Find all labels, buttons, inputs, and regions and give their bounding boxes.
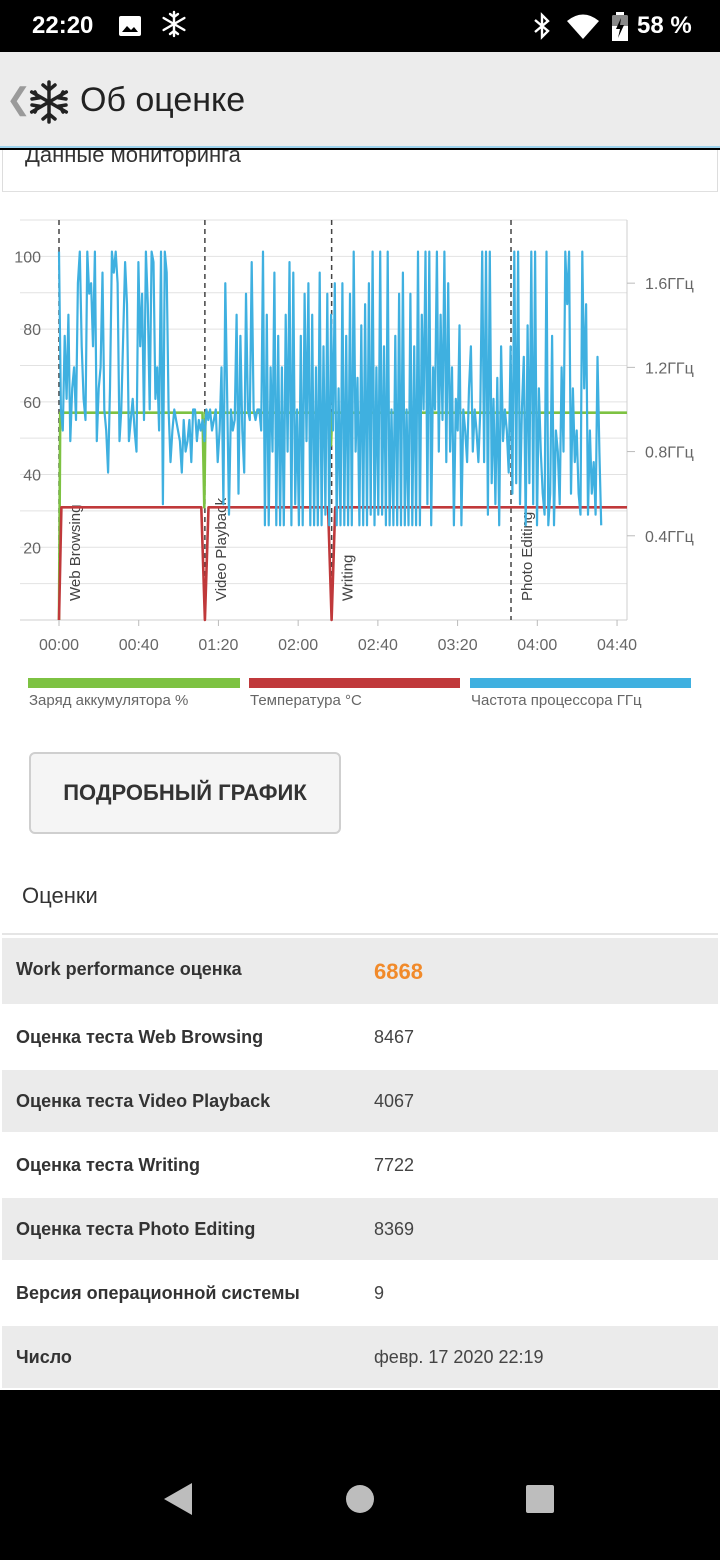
scores-table: Work performance оценка 6868 Оценка тест… bbox=[2, 938, 718, 1390]
row-value: 4067 bbox=[374, 1091, 415, 1111]
battery-percent: 58 % bbox=[637, 12, 692, 39]
x-tick-label: 01:20 bbox=[198, 637, 238, 654]
table-row: Оценка теста Web Browsing 8467 bbox=[2, 1006, 718, 1070]
row-value: 7722 bbox=[374, 1155, 415, 1175]
back-triangle-icon[interactable] bbox=[163, 1482, 193, 1521]
scores-title: Оценки bbox=[22, 883, 98, 908]
y-left-tick-label: 20 bbox=[23, 540, 41, 557]
table-row: Число февр. 17 2020 22:19 bbox=[2, 1326, 718, 1390]
table-row: Work performance оценка 6868 bbox=[2, 938, 718, 1006]
row-label: Оценка теста Writing bbox=[16, 1155, 201, 1175]
y-right-tick-label: 1.6ГГц bbox=[645, 276, 694, 293]
battery-charging-icon bbox=[611, 12, 629, 47]
phase-marker-label: Web Browsing bbox=[67, 505, 84, 601]
content-area[interactable]: Данные мониторинга 00:00 00:40 01:20 02:00 0… bbox=[0, 150, 720, 1390]
row-label: Оценка теста Web Browsing bbox=[16, 1027, 264, 1047]
divider bbox=[2, 933, 718, 935]
y-right-tick-label: 1.2ГГц bbox=[645, 360, 694, 377]
work-performance-score: 6868 bbox=[374, 959, 423, 984]
temperature-series-line bbox=[57, 505, 627, 622]
x-tick-label: 04:00 bbox=[517, 637, 557, 654]
app-bar: ❮ Об оценке bbox=[0, 52, 720, 148]
status-bar: 22:20 58 % bbox=[0, 0, 720, 52]
phase-marker-label: Video Playback bbox=[213, 497, 230, 601]
row-label: Оценка теста Video Playback bbox=[16, 1091, 271, 1111]
recents-square-icon[interactable] bbox=[525, 1482, 555, 1521]
x-tick-label: 03:20 bbox=[438, 637, 478, 654]
y-right-tick-label: 0.4ГГц bbox=[645, 529, 694, 546]
legend-swatch-battery bbox=[28, 678, 240, 688]
x-tick-label: 00:40 bbox=[119, 637, 159, 654]
home-circle-icon[interactable] bbox=[345, 1482, 375, 1521]
row-value: февр. 17 2020 22:19 bbox=[374, 1347, 544, 1367]
legend-label-battery: Заряд аккумулятора % bbox=[29, 692, 189, 709]
table-row: Оценка теста Photo Editing 8369 bbox=[2, 1198, 718, 1262]
snowflake-icon bbox=[160, 10, 188, 43]
chart-legend: Заряд аккумулятора % Температура °C Част… bbox=[0, 678, 720, 718]
x-tick-label: 02:00 bbox=[278, 637, 318, 654]
phase-marker-label: Writing bbox=[340, 555, 357, 601]
x-tick-label: 02:40 bbox=[358, 637, 398, 654]
y-left-tick-label: 80 bbox=[23, 322, 41, 339]
table-row: Оценка теста Video Playback 4067 bbox=[2, 1070, 718, 1134]
monitoring-title: Данные мониторинга bbox=[25, 150, 241, 167]
legend-label-temperature: Температура °C bbox=[250, 692, 362, 709]
chevron-left-icon[interactable]: ❮ bbox=[6, 83, 32, 116]
status-time: 22:20 bbox=[32, 12, 94, 39]
legend-swatch-cpu bbox=[470, 678, 691, 688]
legend-label-cpu: Частота процессора ГГц bbox=[471, 692, 642, 709]
page-title: Об оценке bbox=[80, 81, 246, 119]
monitoring-header: Данные мониторинга bbox=[2, 150, 718, 192]
row-value: 8467 bbox=[374, 1027, 415, 1047]
monitoring-chart[interactable]: 00:00 00:40 01:20 02:00 02:40 03:20 04:00 04:40… bbox=[0, 208, 720, 668]
row-label: Число bbox=[16, 1347, 72, 1367]
y-left-tick-label: 40 bbox=[23, 468, 41, 485]
snowflake-logo-icon bbox=[26, 79, 72, 130]
y-left-tick-label: 60 bbox=[23, 395, 41, 412]
row-label: Версия операционной системы bbox=[16, 1283, 300, 1303]
row-label: Оценка теста Photo Editing bbox=[16, 1219, 256, 1239]
image-icon bbox=[118, 14, 142, 43]
bluetooth-icon bbox=[530, 12, 554, 45]
wifi-icon bbox=[566, 14, 600, 45]
y-left-tick-label: 100 bbox=[14, 249, 41, 266]
table-row: Оценка теста Writing 7722 bbox=[2, 1134, 718, 1198]
legend-swatch-temperature bbox=[249, 678, 460, 688]
table-row: Версия операционной системы 9 bbox=[2, 1262, 718, 1326]
row-label: Work performance оценка bbox=[16, 959, 242, 979]
phase-marker-label: Photo Editing bbox=[519, 512, 536, 601]
detailed-chart-button[interactable]: ПОДРОБНЫЙ ГРАФИК bbox=[29, 752, 341, 834]
y-right-tick-label: 0.8ГГц bbox=[645, 445, 694, 462]
navigation-bar bbox=[0, 1390, 720, 1560]
row-value: 9 bbox=[374, 1283, 385, 1303]
x-tick-label: 04:40 bbox=[597, 637, 637, 654]
x-tick-label: 00:00 bbox=[39, 637, 79, 654]
cpu-frequency-series-line bbox=[57, 250, 603, 527]
row-value: 8369 bbox=[374, 1219, 415, 1239]
